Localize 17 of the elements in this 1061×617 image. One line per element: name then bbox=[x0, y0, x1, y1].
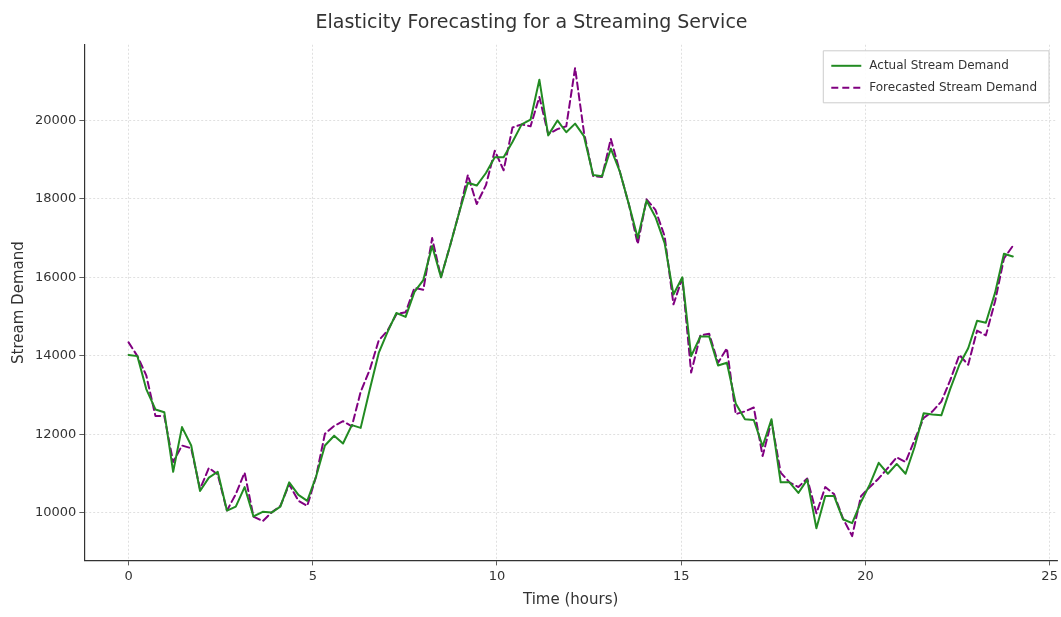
legend-label: Actual Stream Demand bbox=[869, 57, 1009, 72]
y-tick-label: 18000 bbox=[35, 190, 77, 206]
chart-title: Elasticity Forecasting for a Streaming Service bbox=[315, 10, 748, 33]
y-tick-label: 10000 bbox=[35, 503, 77, 519]
x-tick-label: 10 bbox=[488, 567, 506, 583]
x-tick-label: 20 bbox=[857, 567, 874, 583]
y-tick-label: 12000 bbox=[35, 425, 77, 441]
x-tick-label: 25 bbox=[1041, 567, 1058, 583]
y-tick-label: 20000 bbox=[35, 111, 77, 127]
x-axis-title: Time (hours) bbox=[522, 589, 619, 608]
legend-label: Forecasted Stream Demand bbox=[869, 79, 1038, 94]
y-tick-label: 14000 bbox=[35, 347, 77, 363]
y-tick-label: 16000 bbox=[35, 268, 77, 284]
y-axis-title: Stream Demand bbox=[8, 241, 27, 364]
x-tick-label: 5 bbox=[308, 567, 317, 583]
x-tick-label: 15 bbox=[672, 567, 690, 583]
x-tick-label: 0 bbox=[124, 567, 133, 583]
